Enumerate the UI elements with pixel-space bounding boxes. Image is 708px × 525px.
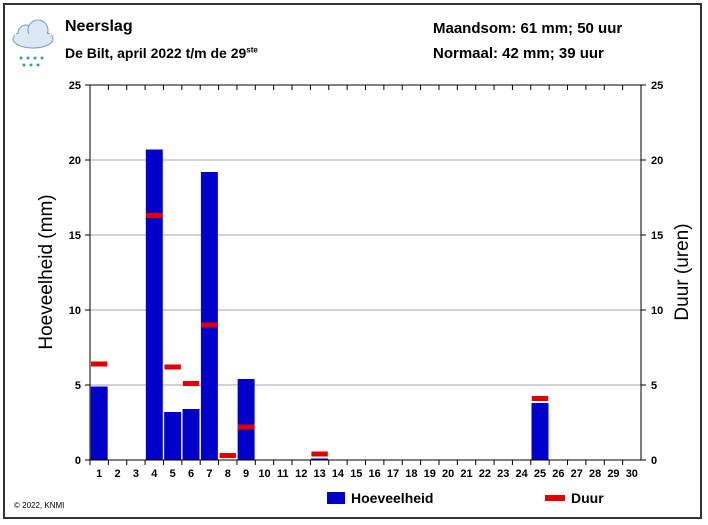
marker-duur xyxy=(311,451,328,457)
marker-duur xyxy=(237,424,255,430)
x-tick-label: 21 xyxy=(460,468,472,480)
x-tick-label: 25 xyxy=(534,468,546,480)
x-tick-label: 1 xyxy=(96,468,102,480)
x-tick-label: 27 xyxy=(571,468,583,480)
y2-tick-label: 0 xyxy=(651,455,657,467)
normaal: Normaal: 42 mm; 39 uur xyxy=(433,45,604,62)
bar-hoeveelheid xyxy=(182,409,200,460)
chart-title: Neerslag xyxy=(65,18,133,35)
bar-hoeveelheid xyxy=(311,458,329,460)
y2-tick-label: 5 xyxy=(651,380,657,392)
x-tick-label: 19 xyxy=(424,468,436,480)
subtitle-sup: ste xyxy=(246,45,258,55)
bar-hoeveelheid xyxy=(237,379,255,460)
x-tick-label: 28 xyxy=(589,468,601,480)
x-tick-label: 26 xyxy=(552,468,564,480)
x-tick-label: 17 xyxy=(387,468,399,480)
bar-hoeveelheid xyxy=(164,412,182,460)
x-tick-label: 29 xyxy=(607,468,619,480)
y2-axis-label: Duur (uren) xyxy=(672,223,693,320)
bar-hoeveelheid xyxy=(90,386,108,460)
legend-swatch-duur xyxy=(545,495,565,501)
marker-duur xyxy=(164,364,181,370)
y-tick-label: 20 xyxy=(69,155,81,167)
x-tick-label: 4 xyxy=(151,468,158,480)
x-tick-label: 18 xyxy=(405,468,417,480)
marker-duur xyxy=(531,396,549,401)
x-tick-label: 6 xyxy=(188,468,194,480)
maandsom: Maandsom: 61 mm; 50 uur xyxy=(433,20,623,37)
bar-hoeveelheid xyxy=(145,149,163,460)
subtitle-text: De Bilt, april 2022 t/m de 29 xyxy=(65,45,247,61)
y-tick-label: 0 xyxy=(75,455,81,467)
x-tick-label: 13 xyxy=(313,468,325,480)
x-tick-label: 8 xyxy=(225,468,231,480)
x-tick-label: 10 xyxy=(258,468,270,480)
x-tick-label: 22 xyxy=(479,468,491,480)
y2-tick-label: 15 xyxy=(651,230,663,242)
x-tick-label: 7 xyxy=(206,468,212,480)
y-tick-label: 5 xyxy=(75,380,81,392)
marker-duur xyxy=(219,453,236,458)
x-tick-label: 20 xyxy=(442,468,454,480)
marker-duur xyxy=(182,381,200,386)
rain-cloud-icon xyxy=(12,19,54,67)
x-tick-label: 16 xyxy=(369,468,381,480)
x-tick-label: 3 xyxy=(133,468,139,480)
x-tick-label: 11 xyxy=(277,468,289,480)
x-tick-label: 12 xyxy=(295,468,307,480)
x-tick-label: 23 xyxy=(497,468,509,480)
legend-swatch-hoeveelheid xyxy=(327,492,345,504)
marker-duur xyxy=(91,361,108,367)
x-tick-label: 30 xyxy=(626,468,638,480)
copyright: © 2022, KNMI xyxy=(14,501,64,510)
legend-label-duur: Duur xyxy=(571,490,604,506)
x-tick-label: 24 xyxy=(515,468,528,480)
y-tick-label: 15 xyxy=(69,230,81,242)
y2-tick-label: 20 xyxy=(651,155,663,167)
bar-hoeveelheid xyxy=(531,403,549,460)
chart-subtitle: De Bilt, april 2022 t/m de 29ste xyxy=(65,45,258,61)
x-tick-label: 5 xyxy=(170,468,176,480)
x-tick-label: 14 xyxy=(332,468,345,480)
x-tick-label: 2 xyxy=(114,468,120,480)
legend-label-hoeveelheid: Hoeveelheid xyxy=(351,490,433,506)
y2-tick-label: 10 xyxy=(651,305,663,317)
y-axis-label: Hoeveelheid (mm) xyxy=(36,194,57,349)
y2-tick-label: 25 xyxy=(651,80,663,92)
x-tick-label: 15 xyxy=(350,468,362,480)
y-tick-label: 10 xyxy=(69,305,81,317)
bar-hoeveelheid xyxy=(200,172,218,460)
y-tick-label: 25 xyxy=(69,80,81,92)
marker-duur xyxy=(201,322,218,328)
marker-duur xyxy=(146,213,163,218)
x-tick-label: 9 xyxy=(243,468,249,480)
